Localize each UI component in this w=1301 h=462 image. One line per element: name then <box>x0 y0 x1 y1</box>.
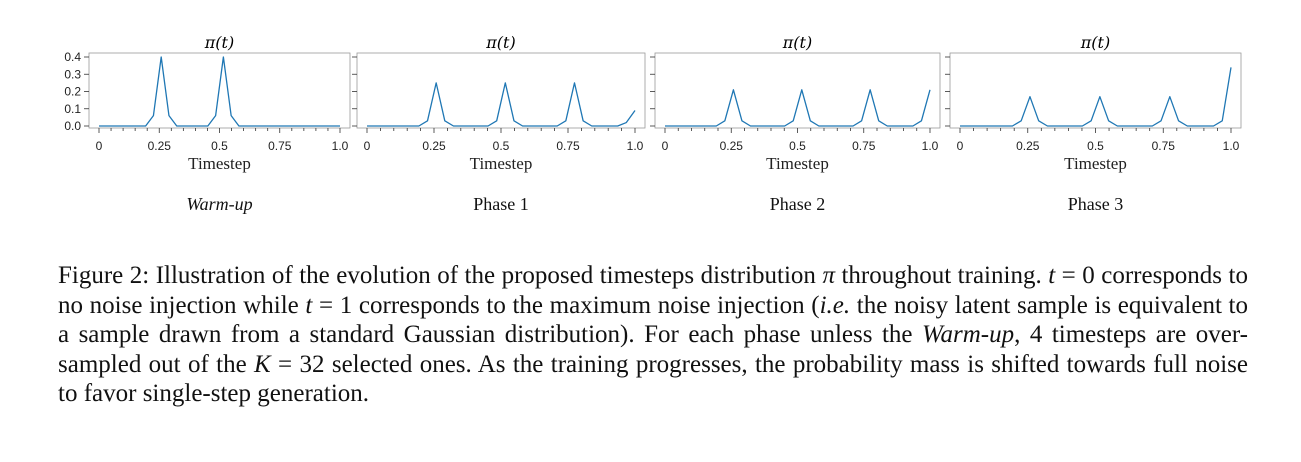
x-tick-label: 0.75 <box>1152 139 1176 153</box>
panel-label: Warm-up <box>186 194 252 214</box>
x-axis-label: Timestep <box>470 154 533 173</box>
plot-frame <box>356 52 646 129</box>
y-tick-label: 0.2 <box>64 85 81 99</box>
x-tick-label: 1.0 <box>922 139 939 153</box>
plot-title: π(t) <box>782 33 812 52</box>
x-tick-label: 1.0 <box>332 139 349 153</box>
y-tick-label: 0.4 <box>64 50 81 64</box>
plot-frame <box>654 52 941 129</box>
figure: π(t) 0 0.25 0.5 0.75 1.0 0.0 0.1 0.2 0.3 0.4 Timest… <box>0 0 1301 225</box>
figure-caption: Figure 2: Illustration of the evolution … <box>58 261 1248 409</box>
plot-title: π(t) <box>204 33 234 52</box>
series-line <box>367 82 636 127</box>
x-tick-label: 0.75 <box>556 139 580 153</box>
y-tick-label: 0.3 <box>64 67 81 81</box>
x-axis-label: Timestep <box>766 154 829 173</box>
chart-figure-svg: π(t) 0 0.25 0.5 0.75 1.0 0.0 0.1 0.2 0.3 0.4 Timest… <box>64 33 1242 214</box>
x-tick-label: 0.25 <box>422 139 446 153</box>
y-tick-label: 0.0 <box>64 119 81 133</box>
x-tick-label: 0.5 <box>1087 139 1104 153</box>
x-axis-label: Timestep <box>188 154 251 173</box>
x-tick-label: 0.5 <box>493 139 510 153</box>
x-tick-label: 0 <box>364 139 371 153</box>
caption-math-k: K <box>254 350 271 378</box>
caption-text: Figure 2: Illustration of the evolution … <box>58 262 823 289</box>
caption-text: = 1 corresponds to the maximum noise inj… <box>312 291 820 319</box>
caption-italic-warmup: Warm-up <box>921 321 1015 348</box>
caption-italic-ie: i.e. <box>819 291 851 319</box>
plot-title: π(t) <box>1080 33 1110 52</box>
panel-label: Phase 3 <box>1068 194 1124 214</box>
caption-math-pi: π <box>822 262 835 289</box>
x-tick-label: 1.0 <box>627 139 644 153</box>
x-tick-label: 0 <box>662 139 669 153</box>
plot-title: π(t) <box>485 33 515 52</box>
y-tick-label: 0.1 <box>64 102 81 116</box>
caption-text: the noisy latent sample is equivalent to… <box>58 291 1248 349</box>
x-tick-label: 1.0 <box>1223 139 1240 153</box>
x-tick-label: 0.5 <box>211 139 228 153</box>
caption-math-t: t <box>1048 262 1056 289</box>
x-tick-label: 0.25 <box>1016 139 1040 153</box>
caption-text: = 0 corresponds to no noise injection wh… <box>58 262 1248 319</box>
series-line <box>665 89 931 127</box>
caption-text: , 4 timesteps are over-sampled out of th… <box>58 321 1248 378</box>
caption-math-t: t <box>305 291 313 319</box>
x-axis-label: Timestep <box>1064 154 1127 173</box>
x-tick-label: 0.75 <box>852 139 876 153</box>
x-tick-label: 0.25 <box>148 139 172 153</box>
series-line <box>960 67 1232 127</box>
plot-frame <box>949 52 1242 129</box>
x-tick-label: 0.75 <box>268 139 292 153</box>
x-tick-label: 0.5 <box>789 139 806 153</box>
x-tick-label: 0 <box>96 139 103 153</box>
x-tick-label: 0 <box>957 139 964 153</box>
caption-text: throughout training. <box>834 262 1049 289</box>
panel-label: Phase 2 <box>770 194 826 214</box>
series-line <box>99 56 340 127</box>
panel-label: Phase 1 <box>473 194 529 214</box>
caption-text: = 32 selected ones. As the training prog… <box>58 350 1248 408</box>
x-tick-label: 0.25 <box>720 139 744 153</box>
